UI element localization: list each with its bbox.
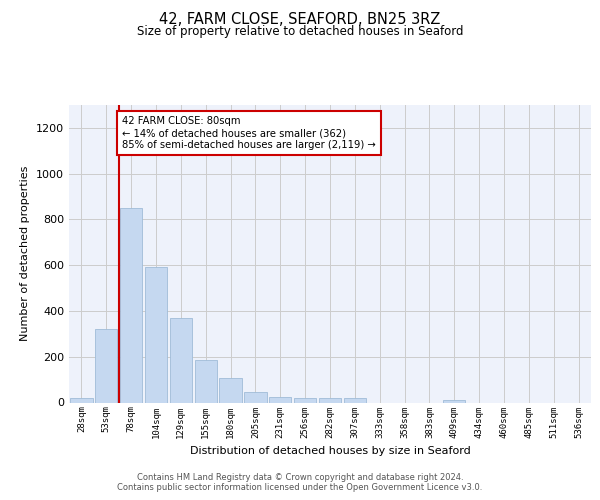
Bar [95, 330, 118, 402]
Text: 42, FARM CLOSE, SEAFORD, BN25 3RZ: 42, FARM CLOSE, SEAFORD, BN25 3RZ [160, 12, 440, 28]
Text: Contains HM Land Registry data © Crown copyright and database right 2024.: Contains HM Land Registry data © Crown c… [137, 472, 463, 482]
Bar [194, 360, 217, 403]
Bar [269, 398, 292, 402]
Text: Size of property relative to detached houses in Seaford: Size of property relative to detached ho… [137, 25, 463, 38]
X-axis label: Distribution of detached houses by size in Seaford: Distribution of detached houses by size … [190, 446, 470, 456]
Bar [70, 398, 92, 402]
Y-axis label: Number of detached properties: Number of detached properties [20, 166, 31, 342]
Bar [443, 400, 466, 402]
Bar [170, 318, 192, 402]
Bar [120, 208, 142, 402]
Bar [294, 398, 316, 402]
Text: 42 FARM CLOSE: 80sqm
← 14% of detached houses are smaller (362)
85% of semi-deta: 42 FARM CLOSE: 80sqm ← 14% of detached h… [122, 116, 376, 150]
Text: Contains public sector information licensed under the Open Government Licence v3: Contains public sector information licen… [118, 484, 482, 492]
Bar [220, 378, 242, 402]
Bar [319, 398, 341, 402]
Bar [244, 392, 266, 402]
Bar [344, 398, 366, 402]
Bar [145, 268, 167, 402]
